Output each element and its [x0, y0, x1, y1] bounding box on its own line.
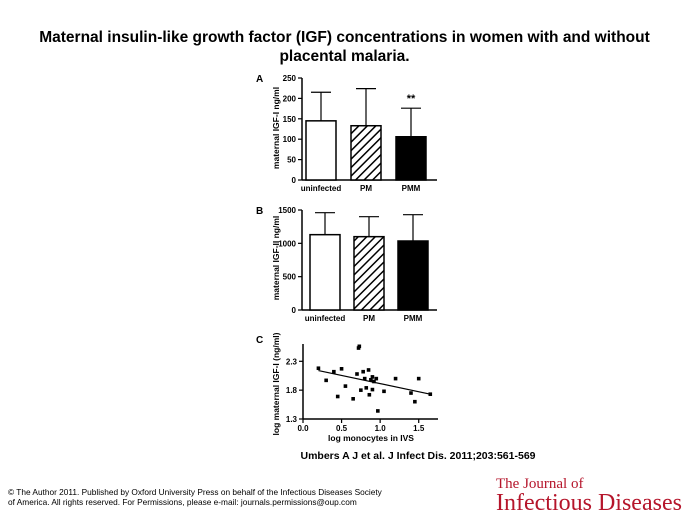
bar-pm [353, 235, 385, 311]
scatter-point [332, 369, 336, 374]
scatter-point [351, 397, 355, 401]
scatter-point [357, 344, 362, 349]
scatter-point [372, 379, 376, 384]
y-tick-label: 1500 [278, 206, 296, 215]
bar-pmm [395, 136, 427, 181]
bar-pmm [397, 240, 429, 311]
x-tick-label: PMM [402, 184, 421, 193]
scatter-point [361, 369, 365, 374]
y-tick-label: 150 [283, 115, 297, 124]
x-tick-label: 1.5 [413, 424, 425, 433]
y-tick-label: 0 [292, 306, 297, 315]
panel-c-ylabel: log maternal IGF-I (ng/ml) [271, 332, 281, 435]
scatter-point [355, 372, 359, 376]
journal-logo: The Journal of Infectious Diseases [492, 474, 688, 517]
journal-logo-line2: Infectious Diseases [496, 490, 682, 516]
scatter-point [376, 409, 380, 413]
bar-uninfected [305, 120, 337, 181]
scatter-point [369, 377, 373, 382]
slide-title: Maternal insulin-like growth factor (IGF… [39, 29, 650, 65]
scatter-point [393, 376, 398, 381]
x-tick-label: 0.0 [297, 424, 309, 433]
scatter-point [324, 378, 328, 383]
y-tick-label: 100 [283, 135, 297, 144]
panel-b-label: B [256, 206, 263, 217]
x-tick-label: uninfected [305, 314, 346, 323]
panel-c-marks [316, 344, 433, 413]
x-tick-label: PM [360, 184, 372, 193]
panel-a: A maternal IGF-I ng/ml 0 50 100 150 200 250 un… [256, 74, 437, 193]
scatter-point [364, 386, 369, 390]
scatter-point [428, 392, 433, 396]
panel-a-ylabel: maternal IGF-I ng/ml [271, 87, 281, 169]
panel-c-xlabel: log monocytes in IVS [328, 433, 414, 443]
scatter-point [316, 366, 321, 371]
panel-b-marks [309, 212, 429, 311]
panel-c-label: C [256, 335, 263, 346]
scatter-point [370, 375, 375, 379]
bar-pm [350, 124, 382, 181]
panel-b: B maternal IGF-II ng/ml 0 500 1000 1500 unin… [256, 206, 437, 323]
panel-c-axes: 1.3 1.8 2.3 0.0 0.5 1.0 1.5 [286, 344, 438, 433]
y-tick-label: 1000 [278, 239, 296, 248]
panel-b-ylabel: maternal IGF-II ng/ml [271, 216, 281, 301]
x-tick-label: PM [363, 314, 375, 323]
scatter-point [374, 376, 379, 381]
journal-logo-line1: The Journal of [496, 476, 584, 492]
scatter-point [366, 368, 371, 372]
copyright-notice: © The Author 2011. Published by Oxford U… [8, 487, 382, 507]
x-tick-label: PMM [404, 314, 423, 323]
scatter-point [367, 392, 372, 397]
bar-uninfected [309, 233, 341, 311]
citation: Umbers A J et al. J Infect Dis. 2011;203… [300, 450, 536, 462]
scatter-point [339, 367, 344, 371]
y-tick-label: 500 [283, 273, 297, 282]
y-tick-label: 50 [287, 156, 296, 165]
x-tick-label: 0.5 [336, 424, 348, 433]
x-tick-label: 1.0 [375, 424, 387, 433]
significance-annotation: ** [407, 93, 416, 105]
scatter-point [370, 387, 375, 392]
scatter-point [413, 399, 417, 404]
x-tick-label: uninfected [301, 184, 342, 193]
scatter-point [362, 376, 367, 381]
y-tick-label: 0 [292, 176, 297, 185]
y-tick-label: 1.8 [286, 386, 298, 395]
y-tick-label: 200 [283, 94, 297, 103]
scatter-point [382, 389, 386, 394]
panel-a-marks: ** [305, 88, 427, 181]
scatter-point [416, 376, 421, 381]
y-tick-label: 250 [283, 74, 297, 83]
panel-c: C log maternal IGF-I (ng/ml) log monocyt… [256, 332, 438, 443]
scatter-point [343, 384, 348, 388]
y-tick-label: 2.3 [286, 357, 298, 366]
scatter-point [335, 394, 340, 399]
y-tick-label: 1.3 [286, 415, 298, 424]
panel-a-label: A [256, 74, 263, 85]
scatter-point [359, 388, 363, 392]
scatter-point [409, 391, 413, 395]
